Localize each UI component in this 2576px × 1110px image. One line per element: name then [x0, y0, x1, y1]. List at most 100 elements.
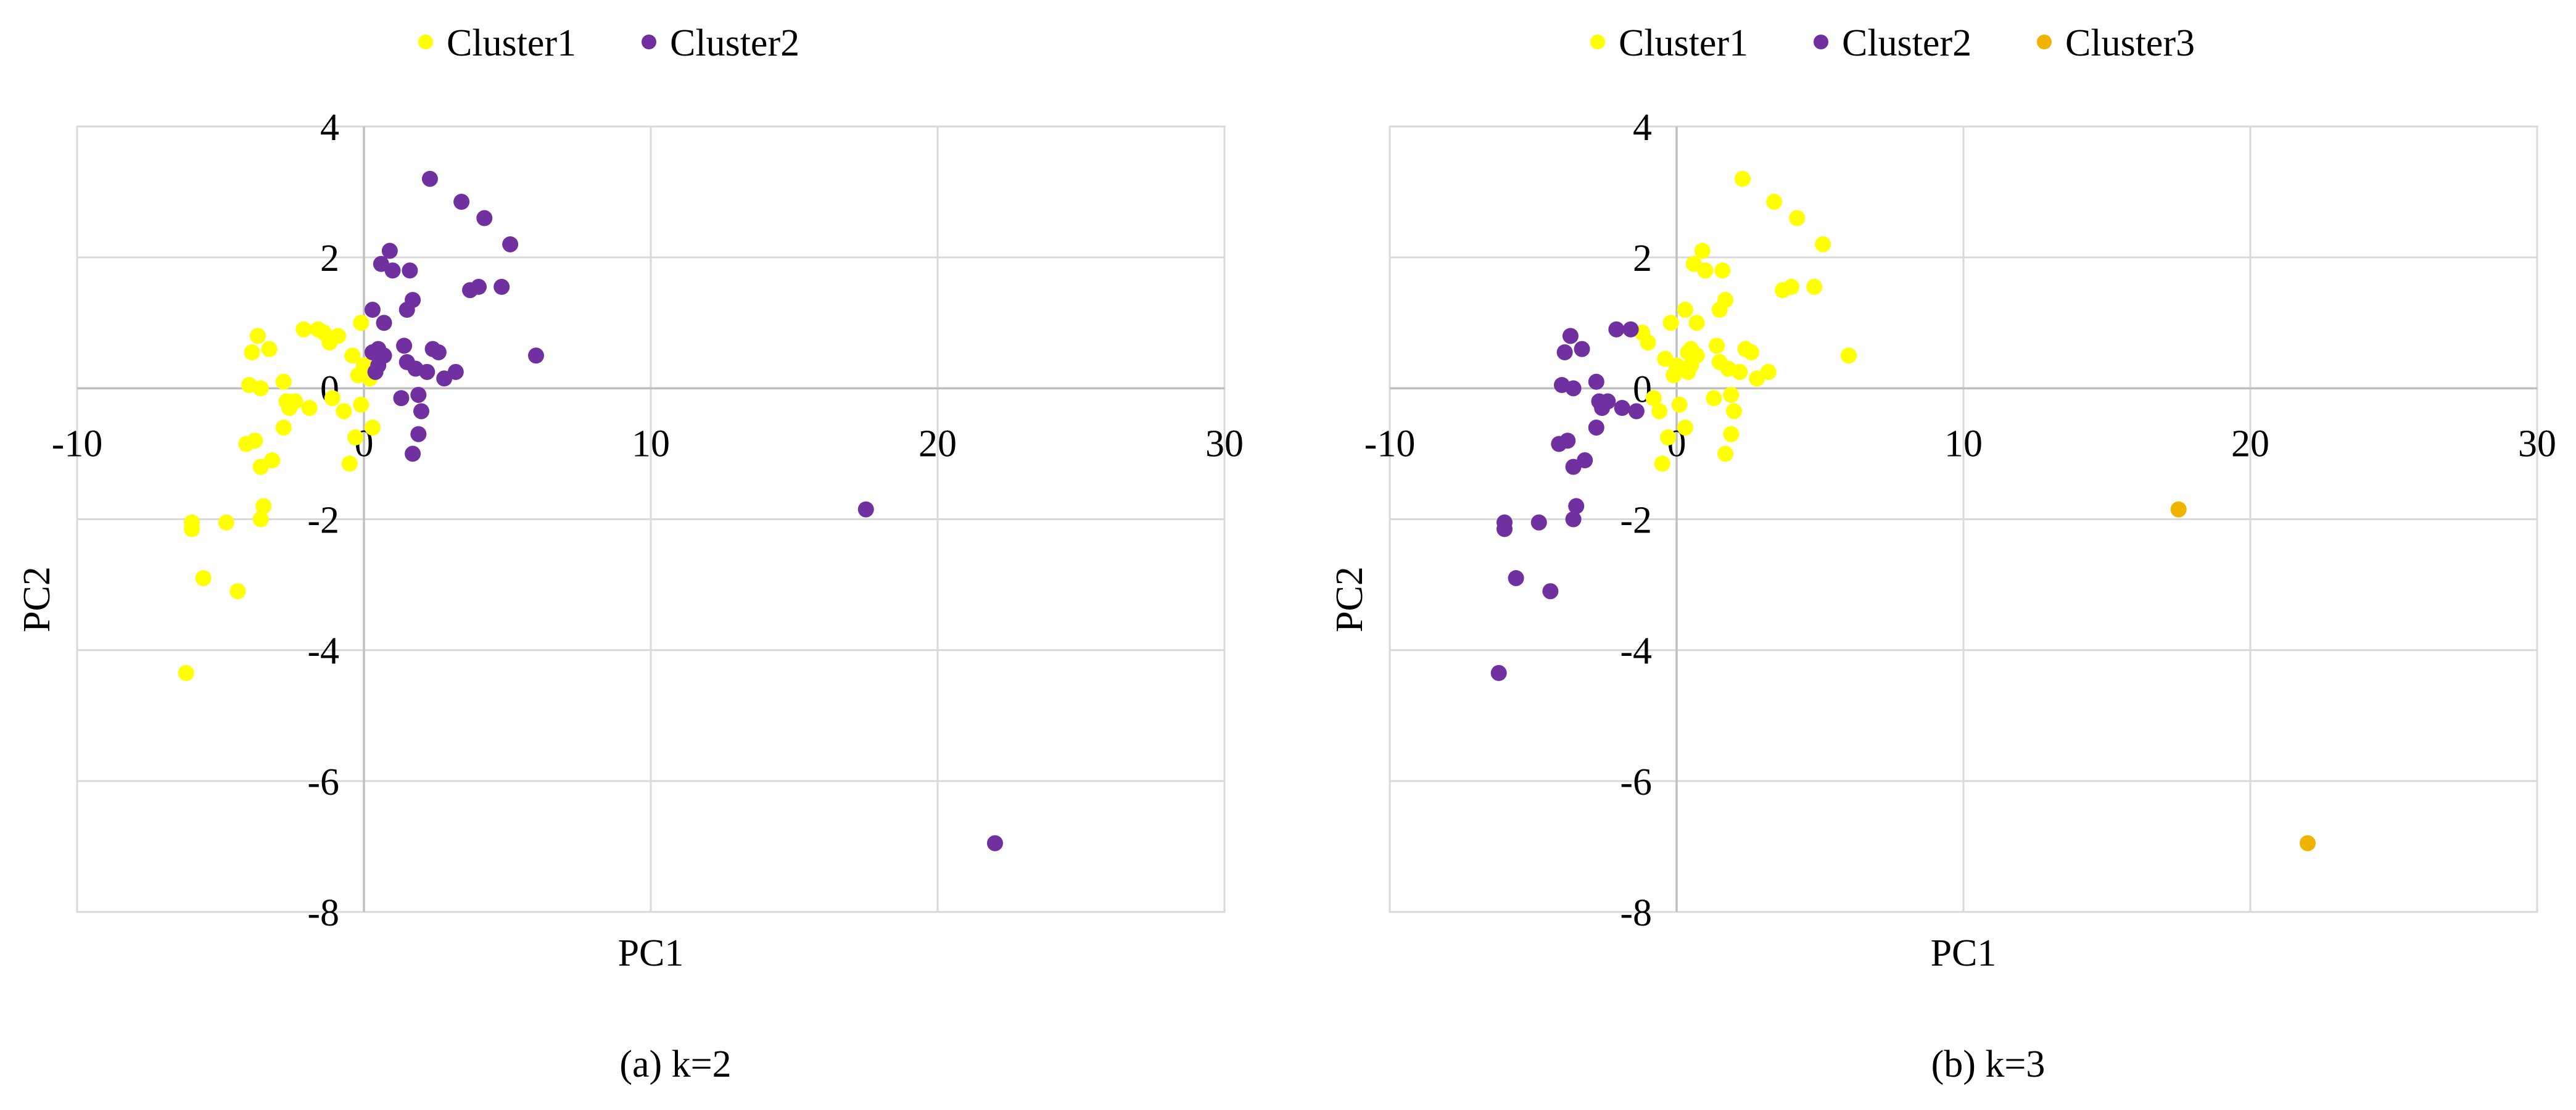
point-s2-9	[1568, 498, 1585, 515]
point-s2-14	[402, 262, 418, 279]
point-s2-11	[1562, 328, 1579, 344]
point-s2-0	[1490, 665, 1507, 681]
point-s1-0	[178, 665, 194, 681]
y-tick-label-5: 2	[320, 238, 339, 280]
y-tick-label-1: -6	[1620, 761, 1652, 803]
point-s1-40	[1766, 193, 1783, 210]
point-s2-32	[502, 236, 519, 252]
point-s1-4	[1654, 455, 1670, 472]
point-s2-2	[1496, 521, 1513, 537]
point-s2-22	[1608, 321, 1625, 338]
point-s2-8	[381, 242, 398, 259]
y-tick-label-3: -2	[307, 500, 339, 542]
point-s1-21	[1694, 242, 1711, 259]
point-s2-25	[1628, 403, 1645, 420]
point-s2-3	[1508, 569, 1524, 586]
legend-marker-1	[1590, 35, 1605, 49]
x-tick-label-0: -10	[1364, 423, 1416, 465]
point-s2-15	[1574, 341, 1590, 357]
legend-label-2: Cluster2	[1842, 22, 1971, 64]
point-s1-29	[336, 403, 352, 420]
point-s2-19	[410, 426, 427, 442]
point-s1-28	[1717, 292, 1734, 309]
point-s2-16	[1577, 452, 1593, 469]
x-tick-label-3: 20	[919, 423, 957, 465]
point-s2-10	[393, 390, 410, 407]
point-s1-31	[1723, 386, 1740, 403]
y-axis-title: PC2	[1329, 566, 1371, 632]
point-s1-34	[353, 315, 369, 331]
point-s1-20	[275, 419, 292, 436]
point-s1-20	[1688, 315, 1705, 331]
point-s1-7	[247, 433, 263, 449]
subfigure-caption: (a) k=2	[619, 1043, 731, 1085]
point-s1-44	[1806, 278, 1823, 295]
point-s2-11	[396, 338, 413, 354]
point-s1-15	[261, 341, 278, 357]
point-s2-15	[405, 292, 421, 309]
point-s2-24	[430, 344, 447, 360]
point-s2-23	[1614, 400, 1630, 416]
point-s1-22	[295, 321, 312, 338]
point-s1-31	[347, 429, 364, 445]
point-s1-12	[244, 344, 260, 360]
y-tick-label-2: -4	[307, 631, 339, 673]
legend-label-1: Cluster1	[1619, 22, 1748, 64]
point-s1-1	[1640, 334, 1656, 351]
x-tick-label-4: 30	[1205, 423, 1244, 465]
y-tick-label-3: -2	[1620, 500, 1652, 542]
y-tick-label-0: -8	[1620, 892, 1652, 934]
point-s1-32	[344, 347, 361, 364]
x-tick-label-2: 10	[1944, 423, 1983, 465]
point-s2-27	[453, 193, 470, 210]
point-s2-6	[376, 347, 392, 364]
point-s1-29	[1717, 445, 1734, 462]
x-tick-label-0: -10	[52, 423, 103, 465]
point-s1-32	[1723, 426, 1740, 442]
point-s1-14	[252, 380, 269, 397]
point-s2-21	[1600, 393, 1616, 410]
x-tick-label-4: 30	[2518, 423, 2556, 465]
point-s1-27	[324, 390, 341, 407]
x-tick-label-2: 10	[632, 423, 670, 465]
series-2	[1490, 321, 1645, 681]
point-s1-42	[1783, 278, 1799, 295]
point-s1-16	[264, 452, 281, 469]
point-s1-9	[255, 498, 272, 515]
point-s1-23	[1706, 390, 1722, 407]
point-s2-18	[410, 386, 427, 403]
point-s2-31	[493, 278, 510, 295]
point-s2-23	[421, 170, 438, 187]
point-s3-0	[2170, 501, 2187, 518]
y-tick-label-1: -6	[307, 761, 339, 803]
point-s1-39	[1760, 363, 1777, 380]
legend-marker-3	[2037, 35, 2052, 49]
y-tick-label-0: -8	[307, 892, 339, 934]
point-s2-29	[471, 278, 487, 295]
y-tick-label-6: 4	[320, 107, 339, 149]
point-s2-9	[384, 262, 401, 279]
point-s1-28	[330, 328, 347, 344]
point-s2-10	[1565, 511, 1582, 528]
point-s2-16	[405, 445, 421, 462]
point-s3-1	[2300, 835, 2316, 851]
legend-marker-2	[642, 35, 656, 49]
point-s2-7	[376, 315, 392, 331]
point-s1-19	[1688, 347, 1705, 364]
point-s1-39	[364, 419, 381, 436]
legend-label-1: Cluster1	[447, 22, 576, 64]
point-s1-37	[1743, 344, 1759, 360]
point-s2-34	[857, 501, 874, 518]
point-s1-22	[1697, 262, 1714, 279]
point-s1-17	[275, 373, 292, 390]
point-s1-3	[195, 569, 212, 586]
x-axis-title: PC1	[1931, 932, 1997, 974]
point-s2-0	[364, 302, 381, 318]
series-1	[178, 315, 381, 681]
point-s1-34	[1732, 363, 1748, 380]
legend-marker-1	[418, 35, 433, 49]
point-s1-2	[1645, 390, 1662, 407]
